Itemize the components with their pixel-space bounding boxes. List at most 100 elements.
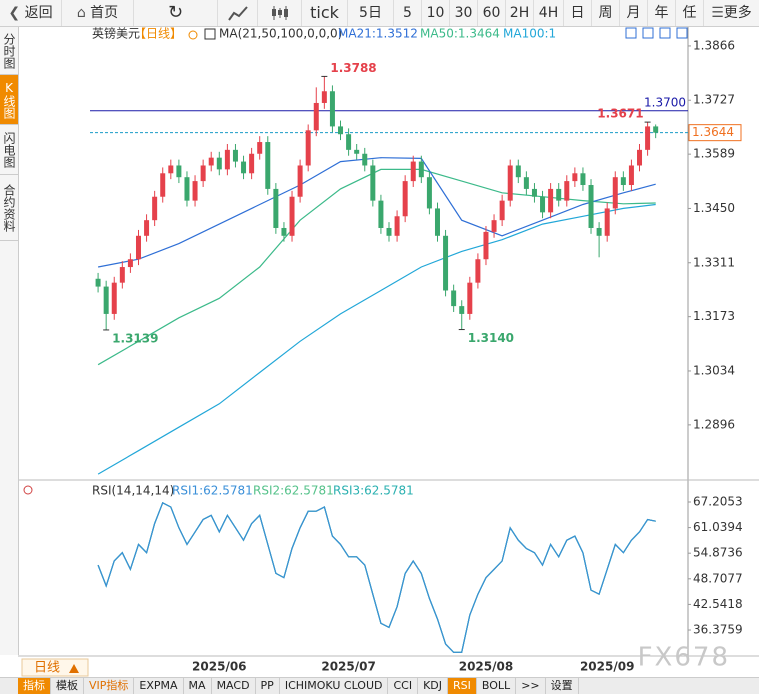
candle-body [216, 157, 222, 170]
legend-entry: RSI2:62.5781 [253, 484, 334, 498]
candle-body [249, 153, 255, 174]
period-button[interactable]: 日 [564, 0, 592, 26]
period-arrow [69, 664, 79, 673]
candle-body [321, 91, 327, 103]
period-button[interactable]: 月 [620, 0, 648, 26]
bottom-toolbar: 指标 模板 VIP指标 EXPMA MA MACD PP ICHIMOKU CL… [0, 677, 759, 694]
icon-path [283, 9, 288, 17]
tab[interactable]: VIP指标 [84, 678, 135, 694]
candle-body [491, 220, 497, 232]
candle-body [612, 177, 618, 209]
period-button[interactable]: 4H [534, 0, 564, 26]
more-button[interactable]: ☰更多 [711, 5, 752, 21]
period-button[interactable]: 年 [648, 0, 676, 26]
tab[interactable]: EXPMA [134, 678, 184, 694]
toolbar: ❮ 返回 ⌂ 首页 ↻ tick 5日 5 10 30 60 2H 4H 日 周… [0, 0, 759, 27]
side-tab[interactable]: 分时图 [0, 27, 18, 75]
settings-icon[interactable] [23, 485, 33, 495]
period-button[interactable]: tick [302, 0, 348, 26]
candle-body [160, 173, 166, 197]
candle-body [596, 227, 602, 236]
tab[interactable]: CCI [388, 678, 419, 694]
candle-body [386, 227, 392, 236]
candle-button[interactable] [258, 0, 302, 26]
candle-body [111, 282, 117, 314]
label: 返回 [24, 5, 53, 21]
price-line-label: 1.3700 [644, 95, 686, 109]
candle-body [556, 188, 562, 201]
candle-body [588, 185, 594, 228]
candle-body [483, 231, 489, 260]
x-tick-label: 2025/08 [459, 660, 513, 674]
side-tab[interactable]: 闪电图 [0, 125, 18, 175]
y-tick-label: 1.3866 [693, 38, 735, 52]
period-button[interactable]: 5 [394, 0, 422, 26]
tab[interactable]: >> [516, 678, 546, 694]
tab[interactable]: PP [256, 678, 280, 694]
candle-body [653, 126, 659, 133]
price-box [688, 124, 742, 142]
extreme-label: 1.3671 [597, 107, 643, 121]
candle-body [208, 157, 214, 166]
candle-body [329, 91, 335, 127]
candle-body [434, 208, 440, 236]
icon-path [277, 10, 282, 15]
candle-body [467, 282, 473, 314]
tab[interactable]: 设置 [546, 678, 579, 694]
tab[interactable]: KDJ [418, 678, 449, 694]
period-button[interactable]: 2H [506, 0, 534, 26]
refresh-button[interactable]: ↻ [134, 0, 218, 26]
candle-body [523, 177, 529, 189]
icon[interactable] [625, 27, 637, 39]
label: 更多 [723, 5, 752, 21]
tab[interactable]: ICHIMOKU CLOUD [280, 678, 389, 694]
period-button[interactable]: 60 [478, 0, 506, 26]
candle-body [402, 181, 408, 217]
indicator-label: MA(21,50,100,0,0,0) [219, 27, 342, 41]
candle-body [144, 220, 150, 236]
candle-body [443, 235, 449, 291]
icon[interactable] [642, 27, 654, 39]
x-tick-label: 2025/07 [321, 660, 375, 674]
icon [271, 6, 288, 20]
period-button[interactable]: 周 [592, 0, 620, 26]
tab[interactable]: MACD [212, 678, 256, 694]
candle-body [135, 235, 141, 260]
period-button[interactable]: 任 [676, 0, 704, 26]
tab[interactable]: BOLL [477, 678, 517, 694]
period-button[interactable]: 30 [450, 0, 478, 26]
tab[interactable]: 指标 [18, 678, 51, 694]
period-button[interactable]: 10 [422, 0, 450, 26]
y-tick-label: 1.3034 [693, 363, 735, 377]
candle-body [289, 196, 295, 236]
y-tick-label: 67.2053 [693, 494, 743, 508]
candle-body [200, 165, 206, 182]
icon[interactable] [676, 27, 688, 39]
candle-body [232, 149, 238, 162]
y-tick-label: 36.3759 [693, 623, 743, 637]
legend-entry: MA100:1 [503, 27, 556, 41]
tab[interactable]: RSI [448, 678, 477, 694]
back-button[interactable]: ❮ 返回 [0, 0, 62, 26]
icon[interactable] [659, 27, 671, 39]
indicator-line [97, 501, 656, 653]
side-tab[interactable]: 合约资料 [0, 175, 18, 241]
candle-body [531, 188, 537, 197]
candle-body [499, 200, 505, 221]
tab[interactable]: 模板 [51, 678, 84, 694]
watermark: FX678 [638, 643, 730, 673]
minus-icon[interactable] [188, 30, 198, 40]
tab[interactable]: MA [184, 678, 212, 694]
side-tab[interactable]: K线图 [0, 75, 18, 125]
period-label[interactable]: 日线 [34, 661, 60, 676]
sidebar: 分时图 K线图 闪电图 合约资料 [0, 27, 19, 655]
header-icons[interactable] [625, 27, 688, 39]
candle-body [297, 165, 303, 197]
home-button[interactable]: ⌂ 首页 [62, 0, 134, 26]
candle-body [313, 102, 319, 131]
period-button[interactable]: 5日 [348, 0, 394, 26]
extreme-label: 1.3140 [468, 331, 514, 345]
chart-type-button[interactable] [218, 0, 258, 26]
ma-icon [204, 28, 216, 40]
candle-body [418, 161, 424, 178]
